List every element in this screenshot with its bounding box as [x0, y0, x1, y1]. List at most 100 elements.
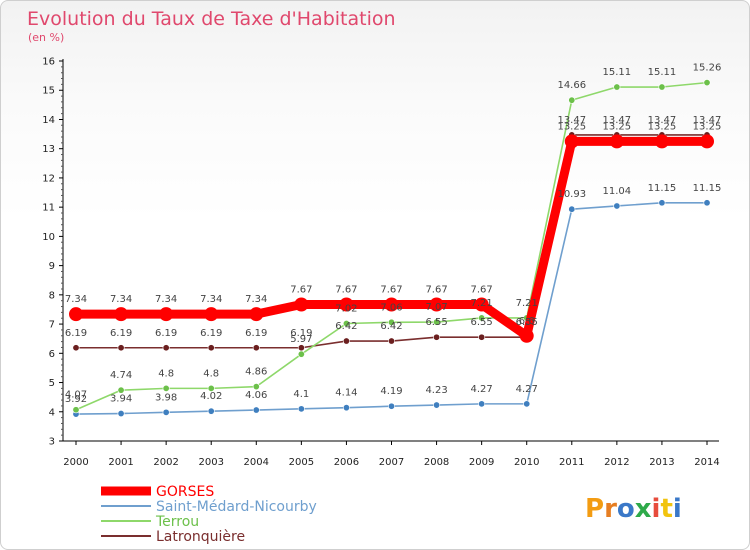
data-label-3: 13.47 [693, 115, 722, 126]
series-point-1 [658, 199, 666, 207]
proxiti-logo: Proxiti [585, 494, 682, 524]
data-labels: 7.34 7.34 7.34 7.34 7.34 7.67 7.67 7.67 7.67 7.67… [65, 63, 721, 405]
series-point-3 [252, 344, 260, 352]
series-point-0 [384, 297, 399, 312]
data-label-2: 15.11 [648, 67, 677, 78]
y-tick-label: 15 [42, 86, 55, 97]
legend-label-0: GORSES [156, 484, 214, 500]
data-label-3: 6.19 [110, 328, 132, 339]
x-tick-label: 2010 [514, 457, 539, 468]
series-point-0 [69, 307, 83, 322]
series-point-1 [162, 408, 170, 416]
series-point-3 [117, 344, 125, 352]
series-point-0 [654, 134, 669, 149]
series-point-0 [564, 134, 579, 149]
data-label-1: 11.04 [603, 186, 632, 197]
series-point-3 [387, 337, 395, 345]
data-label-0: 7.67 [335, 284, 357, 295]
data-label-2: 14.66 [557, 80, 586, 91]
series-point-2 [162, 384, 170, 392]
data-label-2: 15.26 [693, 63, 722, 74]
data-label-3: 13.47 [557, 115, 586, 126]
series-point-2 [703, 79, 711, 87]
data-label-0: 6.6 [519, 316, 535, 327]
x-tick-label: 2011 [559, 457, 584, 468]
series-point-1 [613, 202, 621, 210]
data-label-1: 3.92 [65, 394, 87, 405]
series-point-3 [342, 337, 350, 345]
data-label-3: 6.19 [155, 328, 177, 339]
series-point-1 [207, 407, 215, 415]
y-tick-label: 4 [49, 407, 55, 418]
logo-letter: r [604, 494, 617, 524]
data-label-2: 4.07 [65, 390, 87, 401]
series-point-3 [433, 333, 441, 341]
series-point-0 [294, 297, 309, 312]
data-label-3: 6.19 [290, 328, 312, 339]
series-point-1 [568, 205, 576, 213]
data-label-1: 4.14 [335, 388, 357, 399]
data-label-0: 13.25 [693, 121, 722, 132]
series-point-3 [207, 344, 215, 352]
logo-letter: x [635, 494, 652, 524]
legend: GORSESSaint-Médard-NicourbyTerrouLatronq… [101, 484, 317, 545]
series-point-2 [658, 83, 666, 91]
data-label-0: 7.67 [425, 284, 447, 295]
y-tick-label: 12 [42, 173, 55, 184]
data-label-0: 7.67 [471, 284, 493, 295]
series-point-1 [433, 401, 441, 409]
series-point-2 [117, 386, 125, 394]
y-tick-label: 11 [42, 203, 55, 214]
series-point-0 [249, 307, 264, 322]
data-label-0: 13.25 [603, 121, 632, 132]
y-tick-label: 10 [42, 232, 55, 243]
series-point-0 [159, 307, 174, 322]
y-tick-label: 16 [42, 57, 55, 68]
series-point-0 [519, 328, 534, 343]
x-tick-label: 2001 [108, 457, 133, 468]
data-label-3: 6.19 [200, 328, 222, 339]
data-label-2: 7.07 [425, 302, 447, 313]
data-label-1: 3.94 [110, 394, 132, 405]
legend-label-3: Latronquière [156, 529, 245, 545]
data-label-1: 4.27 [471, 384, 493, 395]
data-label-1: 4.02 [200, 391, 222, 402]
data-label-2: 7.06 [380, 302, 402, 313]
y-tick-label: 7 [49, 320, 55, 331]
x-tick-label: 2007 [379, 457, 404, 468]
data-label-2: 4.74 [110, 370, 132, 381]
x-tick-label: 2013 [649, 457, 674, 468]
data-label-0: 7.67 [380, 284, 402, 295]
logo-text: Proxiti [585, 494, 682, 524]
series-lines [69, 79, 714, 418]
y-tick-label: 13 [42, 144, 55, 155]
y-tick-label: 8 [49, 290, 55, 301]
series-point-2 [72, 406, 80, 414]
series-point-0 [204, 307, 219, 322]
series-point-2 [478, 314, 486, 322]
y-tick-label: 9 [49, 261, 55, 272]
data-label-1: 11.15 [648, 183, 677, 194]
data-label-1: 4.27 [516, 384, 538, 395]
logo-letter: i [652, 494, 661, 524]
data-label-0: 13.25 [648, 121, 677, 132]
data-label-1: 10.93 [557, 189, 586, 200]
data-label-3: 13.47 [648, 115, 677, 126]
series-point-1 [387, 402, 395, 410]
series-point-1 [478, 400, 486, 408]
series-point-1 [703, 199, 711, 207]
data-label-1: 3.98 [155, 392, 177, 403]
series-point-3 [297, 344, 305, 352]
data-label-1: 4.06 [245, 390, 267, 401]
series-point-0 [609, 134, 624, 149]
series-point-1 [523, 400, 531, 408]
y-tick-label: 5 [49, 378, 55, 389]
series-point-2 [342, 319, 350, 327]
data-label-0: 7.34 [200, 294, 222, 305]
series-point-3 [162, 344, 170, 352]
x-tick-label: 2009 [469, 457, 494, 468]
data-label-0: 7.67 [290, 284, 312, 295]
data-label-0: 7.34 [245, 294, 267, 305]
